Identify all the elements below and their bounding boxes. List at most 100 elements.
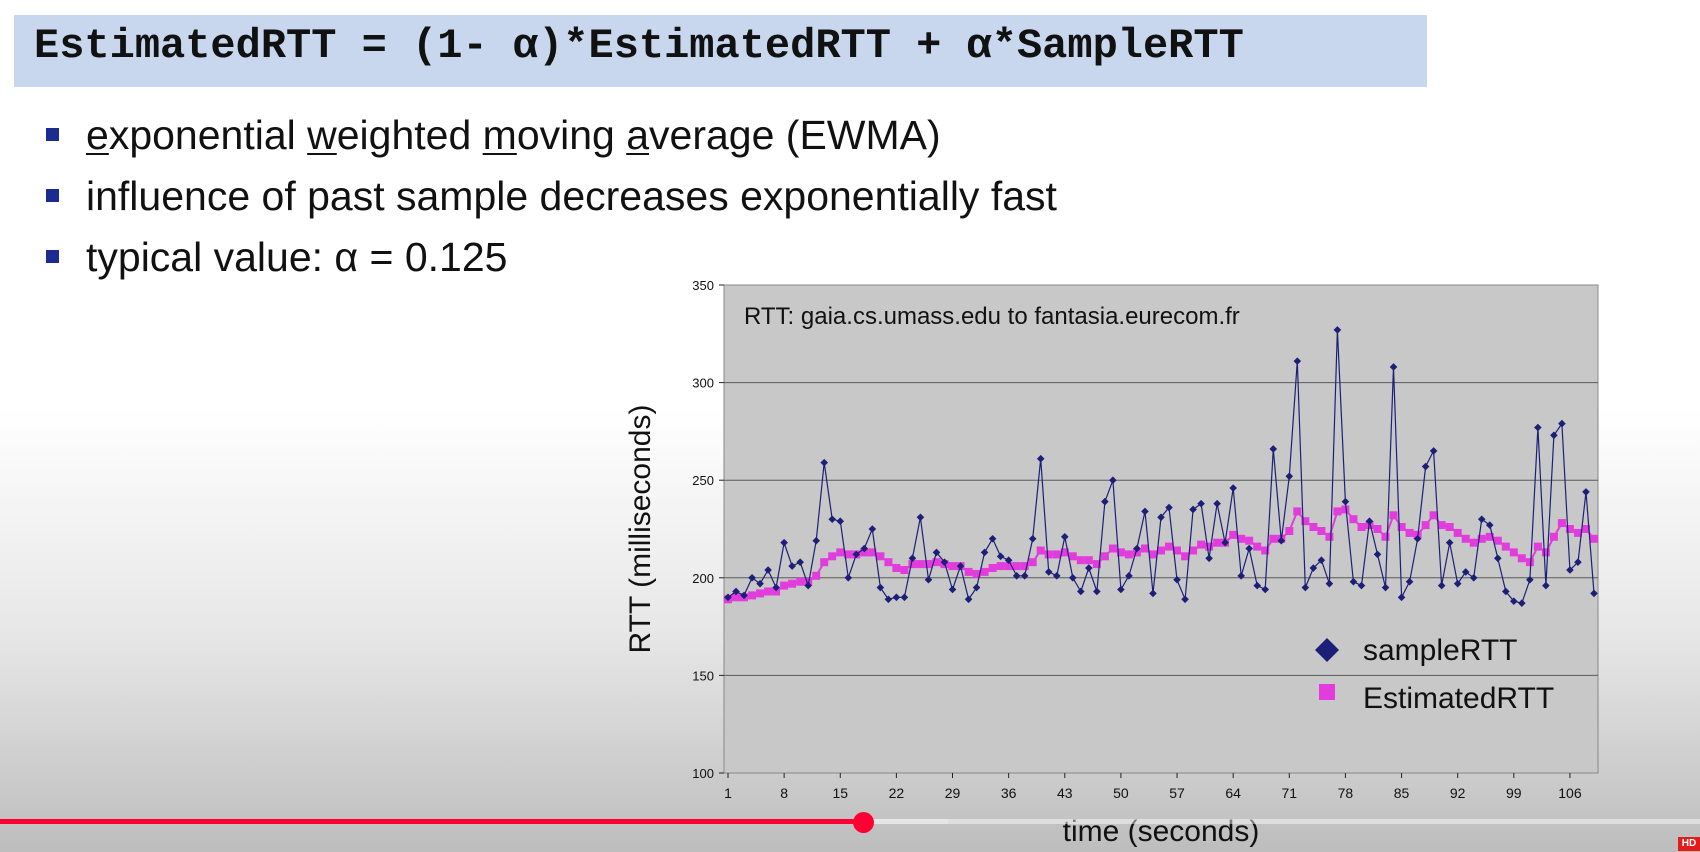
estimated-rtt-point	[1132, 548, 1141, 557]
sample-rtt-point	[1373, 550, 1382, 559]
estimated-rtt-point	[1293, 507, 1302, 516]
estimated-rtt-point	[1229, 530, 1238, 539]
bullet-text: exponential weighted moving average (EWM…	[86, 112, 941, 159]
x-tick-label: 1	[724, 785, 732, 801]
sample-rtt-point	[1309, 564, 1318, 572]
sample-rtt-point	[924, 575, 933, 584]
sample-rtt-point	[1149, 589, 1157, 598]
sample-rtt-point	[1173, 575, 1181, 584]
sample-rtt-point	[1004, 556, 1013, 565]
estimated-rtt-point	[1485, 532, 1494, 541]
estimated-rtt-point	[1012, 562, 1021, 571]
estimated-rtt-point	[1590, 534, 1598, 543]
sample-rtt-point	[1261, 585, 1270, 594]
estimated-rtt-point	[1237, 534, 1246, 543]
estimated-rtt-point	[1333, 507, 1342, 516]
estimated-rtt-point	[1477, 534, 1486, 543]
sample-rtt-point	[732, 587, 740, 596]
estimated-rtt-point	[1549, 532, 1558, 541]
estimated-rtt-point	[1325, 532, 1334, 541]
sample-rtt-point	[876, 583, 885, 592]
estimated-rtt-point	[772, 587, 781, 596]
sample-rtt-point	[1333, 326, 1342, 334]
estimated-rtt-point	[1036, 546, 1045, 555]
sample-rtt-point	[1277, 536, 1286, 545]
sample-rtt-point	[1117, 585, 1125, 594]
x-tick-label: 92	[1450, 785, 1466, 801]
underlined-letter: a	[626, 112, 650, 158]
sample-rtt-point	[1301, 583, 1310, 592]
estimated-rtt-point	[1189, 546, 1198, 555]
bullet-square-icon	[46, 250, 59, 263]
estimated-rtt-point	[1421, 521, 1430, 530]
estimated-rtt-point	[1557, 519, 1566, 528]
sample-rtt-point	[1341, 497, 1350, 506]
estimated-rtt-point	[796, 577, 805, 586]
estimated-rtt-point	[1493, 536, 1502, 545]
sample-rtt-point	[964, 595, 973, 604]
estimated-rtt-point	[1068, 552, 1077, 561]
sample-rtt-point	[1485, 521, 1494, 529]
sample-rtt-point	[1381, 583, 1390, 592]
estimated-rtt-point	[892, 564, 901, 572]
estimated-rtt-point	[844, 550, 853, 559]
x-tick-label: 36	[1001, 785, 1017, 801]
estimated-rtt-point	[1349, 515, 1358, 524]
sample-rtt-point	[908, 554, 917, 563]
sample-rtt-point	[1405, 577, 1414, 586]
legend-sample-diamond-icon	[1315, 638, 1339, 662]
x-tick-label: 57	[1169, 785, 1185, 801]
bullet-square-icon	[46, 128, 59, 141]
estimated-rtt-point	[1509, 548, 1518, 557]
x-tick-label: 85	[1394, 785, 1410, 801]
sample-rtt-point	[1445, 538, 1454, 547]
estimated-rtt-point	[1020, 562, 1029, 571]
formula-banner	[14, 15, 1427, 87]
estimated-rtt-point	[1197, 540, 1206, 549]
sample-rtt-point	[956, 562, 965, 570]
text-fragment: oving	[516, 112, 627, 158]
sample-rtt-point	[948, 585, 957, 594]
sample-rtt-point	[1461, 568, 1470, 576]
video-buffer-bar	[862, 819, 948, 824]
sample-rtt-point	[900, 593, 909, 602]
estimated-rtt-point	[932, 558, 941, 567]
sample-rtt-point	[852, 550, 861, 559]
sample-rtt-point	[748, 574, 756, 582]
estimated-rtt-point	[1076, 556, 1085, 565]
sample-rtt-point	[1141, 507, 1149, 516]
estimated-rtt-point	[1381, 532, 1390, 541]
estimated-rtt-point	[764, 587, 773, 596]
estimated-rtt-point	[1028, 558, 1037, 567]
text-fragment: verage (EWMA)	[649, 112, 941, 158]
estimated-rtt-point	[1309, 523, 1318, 531]
sample-rtt-point	[1550, 431, 1558, 440]
estimated-rtt-point	[788, 579, 797, 588]
estimated-rtt-point	[1397, 523, 1406, 531]
sample-rtt-point	[724, 593, 732, 602]
sample-rtt-point	[1109, 476, 1117, 484]
sample-rtt-point	[1221, 538, 1229, 547]
sample-rtt-point	[932, 548, 941, 557]
estimated-rtt-point	[1453, 528, 1462, 537]
sample-rtt-point	[820, 458, 829, 467]
sample-rtt-point	[1421, 462, 1430, 471]
estimated-rtt-point	[836, 548, 845, 557]
sample-rtt-point	[1269, 445, 1278, 453]
estimated-rtt-point	[1541, 548, 1550, 557]
video-scrubber-handle[interactable]	[853, 812, 874, 833]
sample-rtt-point	[1165, 503, 1173, 512]
sample-rtt-point	[1020, 572, 1029, 580]
estimated-rtt-point	[1165, 542, 1173, 551]
sample-rtt-point	[1044, 568, 1053, 576]
estimated-rtt-point	[1357, 523, 1366, 531]
sample-rtt-point	[1582, 488, 1590, 496]
estimated-rtt-point	[1389, 511, 1398, 520]
sample-rtt-point	[836, 517, 845, 525]
sample-rtt-point	[756, 579, 764, 588]
x-tick-label: 78	[1338, 785, 1354, 801]
estimated-rtt-point	[1213, 538, 1222, 547]
estimated-rtt-point	[1429, 511, 1438, 520]
sample-rtt-point	[1189, 505, 1197, 514]
sample-rtt-point	[1429, 447, 1438, 455]
